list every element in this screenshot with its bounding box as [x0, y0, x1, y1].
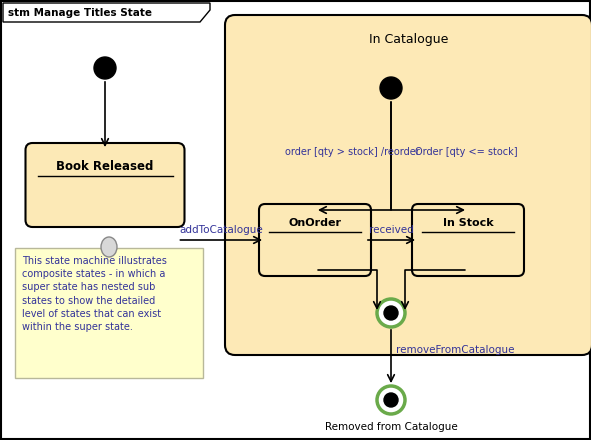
Ellipse shape	[101, 237, 117, 257]
Text: In Catalogue: In Catalogue	[369, 33, 448, 45]
Text: In Stock: In Stock	[443, 218, 493, 228]
FancyBboxPatch shape	[15, 248, 203, 378]
Text: This state machine illustrates
composite states - in which a
super state has nes: This state machine illustrates composite…	[22, 256, 167, 332]
Circle shape	[377, 299, 405, 327]
FancyBboxPatch shape	[259, 204, 371, 276]
Text: stm Manage Titles State: stm Manage Titles State	[8, 8, 152, 18]
Circle shape	[377, 386, 405, 414]
Circle shape	[94, 57, 116, 79]
Circle shape	[380, 77, 402, 99]
FancyBboxPatch shape	[225, 15, 591, 355]
Text: Order [qty <= stock]: Order [qty <= stock]	[415, 147, 518, 157]
Text: addToCatalogue: addToCatalogue	[180, 225, 263, 235]
Text: order [qty > stock] /reorder: order [qty > stock] /reorder	[285, 147, 420, 157]
Text: OnOrder: OnOrder	[288, 218, 342, 228]
FancyBboxPatch shape	[25, 143, 184, 227]
Polygon shape	[3, 3, 210, 22]
Circle shape	[384, 393, 398, 407]
Text: Removed from Catalogue: Removed from Catalogue	[324, 422, 457, 432]
Text: received: received	[369, 225, 414, 235]
FancyBboxPatch shape	[412, 204, 524, 276]
Text: Book Released: Book Released	[56, 160, 154, 172]
Circle shape	[384, 306, 398, 320]
Text: removeFromCatalogue: removeFromCatalogue	[396, 345, 515, 355]
